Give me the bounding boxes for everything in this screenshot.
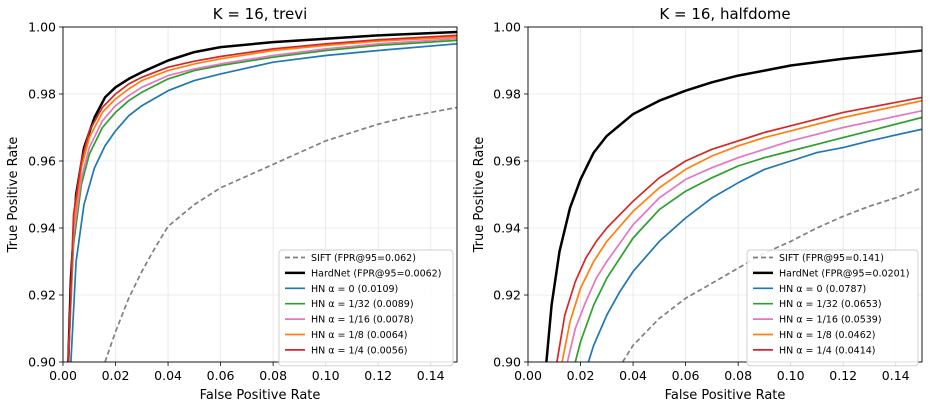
x-tick-label: 0.04 [619, 368, 647, 383]
series-line-4 [67, 37, 457, 362]
x-tick-label: 0.08 [259, 368, 287, 383]
y-tick-label: 0.94 [28, 221, 56, 236]
series-line-0 [104, 106, 457, 362]
x-tick-label: 0.14 [882, 368, 910, 383]
x-axis-label: False Positive Rate [665, 388, 786, 403]
y-tick-label: 0.96 [493, 154, 521, 169]
trevi-roc-panel: 0.00 0.02 0.04 0.06 0.08 0.10 0.12 0.14 0.90 0.92… [6, 5, 458, 403]
legend-entry: HN α = 1/4 (0.0414) [779, 345, 876, 356]
legend-entry: HN α = 0 (0.0787) [779, 284, 866, 295]
legend-box [746, 249, 919, 367]
axes-frame [527, 26, 923, 363]
chart-title: K = 16, halfdome [659, 5, 790, 23]
legend: SIFT (FPR@95=0.141) HardNet (FPR@95=0.020… [746, 249, 919, 367]
series-line-5 [67, 36, 457, 362]
x-tick-label: 0.10 [777, 368, 805, 383]
series-line-4 [566, 109, 922, 362]
legend-entry: HardNet (FPR@95=0.0201) [779, 268, 909, 279]
legend-entry: HN α = 1/4 (0.0056) [311, 345, 408, 356]
legend-entry: HN α = 1/16 (0.0539) [779, 315, 882, 326]
y-tick-label: 0.96 [28, 154, 56, 169]
series-lines [67, 30, 457, 362]
series-line-2 [70, 42, 457, 362]
legend-entry: HN α = 1/8 (0.0064) [311, 330, 408, 341]
y-tick-label: 0.92 [28, 288, 56, 303]
series-line-6 [67, 34, 457, 362]
y-tick-label: 0.94 [493, 221, 521, 236]
x-tick-label: 0.04 [154, 368, 182, 383]
x-tick-label: 0.12 [364, 368, 392, 383]
series-line-6 [556, 96, 922, 362]
x-tick-label: 0.00 [514, 368, 542, 383]
y-tick-label: 0.98 [28, 87, 56, 102]
y-tick-label: 0.92 [493, 288, 521, 303]
x-tick-label: 0.02 [102, 368, 130, 383]
y-axis-label: True Positive Rate [472, 137, 487, 254]
legend-entry: SIFT (FPR@95=0.141) [779, 253, 884, 264]
legend-entry: HN α = 0 (0.0109) [311, 284, 398, 295]
series-line-2 [587, 128, 922, 362]
x-tick-label: 0.10 [312, 368, 340, 383]
x-tick-label: 0.02 [567, 368, 595, 383]
legend-entry: HN α = 1/32 (0.0089) [311, 299, 414, 310]
y-tick-label: 1.00 [28, 20, 56, 35]
y-tick-label: 0.98 [493, 87, 521, 102]
series-line-3 [574, 116, 922, 362]
legend: SIFT (FPR@95=0.062) HardNet (FPR@95=0.006… [278, 249, 454, 367]
x-tick-label: 0.06 [672, 368, 700, 383]
x-tick-label: 0.12 [829, 368, 857, 383]
series-line-0 [621, 187, 922, 362]
x-tick-label: 0.08 [724, 368, 752, 383]
y-axis-label: True Positive Rate [6, 137, 21, 254]
x-tick-label: 0.06 [207, 368, 235, 383]
legend-entry: HN α = 1/8 (0.0462) [779, 330, 876, 341]
axes-frame [62, 26, 458, 363]
legend-entry: HN α = 1/16 (0.0078) [311, 315, 414, 326]
y-tick-label: 0.90 [493, 355, 521, 370]
series-line-3 [67, 39, 457, 362]
legend-entry: HN α = 1/32 (0.0653) [779, 299, 882, 310]
legend-box [278, 249, 454, 367]
legend-entry: SIFT (FPR@95=0.062) [311, 253, 416, 264]
y-tick-label: 0.90 [28, 355, 56, 370]
chart-title: K = 16, trevi [213, 5, 308, 23]
series-line-1 [545, 49, 922, 362]
series-line-5 [561, 99, 922, 362]
x-tick-label: 0.14 [417, 368, 445, 383]
series-lines [545, 49, 922, 362]
legend-entry: HardNet (FPR@95=0.0062) [311, 268, 441, 279]
halfdome-roc-panel: 0.00 0.02 0.04 0.06 0.08 0.10 0.12 0.14 0.90 0.92… [472, 5, 923, 403]
x-axis-label: False Positive Rate [200, 388, 321, 403]
x-tick-label: 0.00 [49, 368, 77, 383]
y-tick-label: 1.00 [493, 20, 521, 35]
